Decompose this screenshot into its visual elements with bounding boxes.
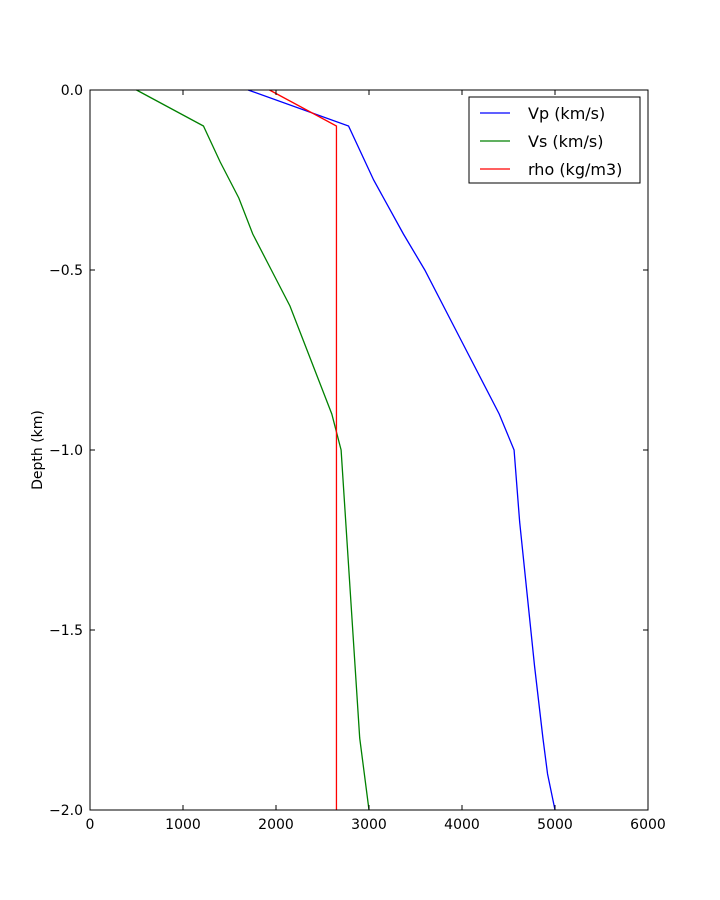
series-layer	[136, 89, 556, 811]
ticks-layer: 0 1000 2000 3000 4000 5000 6000 0.0 −0.5 −1.0 −1.5…	[49, 83, 666, 833]
y-tick-label: 0.0	[61, 83, 83, 99]
legend-label-1: Vp (km/s)	[528, 104, 605, 123]
y-tick-label: −1.0	[49, 443, 83, 459]
x-tick-label: 3000	[351, 817, 387, 833]
legend-entries: Vp (km/s) Vs (km/s) rho (kg/m3)	[480, 104, 622, 179]
y-tick-label: −0.5	[49, 263, 83, 279]
legend-label-3: rho (kg/m3)	[528, 160, 622, 179]
x-tick-label: 2000	[258, 817, 294, 833]
x-tick-label: 0	[86, 817, 95, 833]
legend: Vp (km/s) Vs (km/s) rho (kg/m3)	[468, 96, 641, 184]
series-line-1	[247, 89, 556, 811]
plot-frame	[89, 89, 649, 811]
series-line-2	[136, 89, 370, 811]
x-tick-label: 4000	[444, 817, 480, 833]
series-line-3	[269, 89, 338, 810]
legend-label-2: Vs (km/s)	[528, 132, 603, 151]
y-tick-label: −1.5	[49, 623, 83, 639]
y-axis-label: Depth (km)	[30, 410, 46, 490]
x-tick-label: 1000	[165, 817, 201, 833]
y-tick-label: −2.0	[49, 803, 83, 819]
x-tick-label: 5000	[537, 817, 573, 833]
x-tick-label: 6000	[630, 817, 666, 833]
